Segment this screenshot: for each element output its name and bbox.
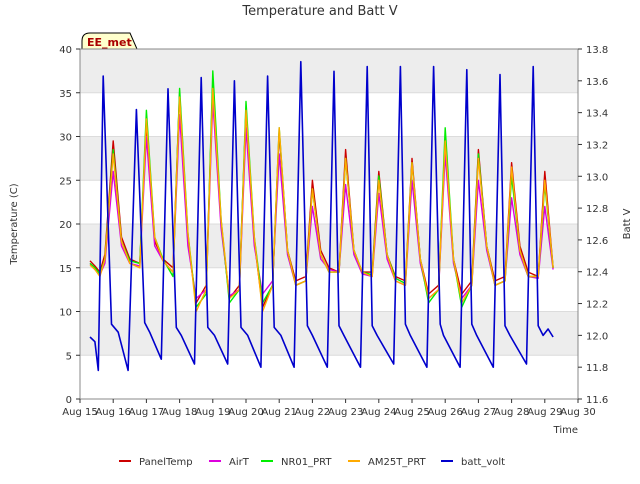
y2-tick-label: 13.2 xyxy=(586,140,608,151)
x-tick-label: Aug 30 xyxy=(560,407,595,418)
series-layer xyxy=(89,60,554,372)
axes: 0 5 10 15 20 25 30 35 40 11.6 11.8 12.0 12.2 12.4 12.6… xyxy=(59,45,608,418)
x-axis-label: Time xyxy=(553,425,578,436)
y2-tick-label: 12.6 xyxy=(586,236,608,247)
y2-tick-label: 12.0 xyxy=(586,331,608,342)
x-tick-label: Aug 25 xyxy=(394,407,429,418)
y2-tick-label: 11.8 xyxy=(586,363,608,374)
y2-tick-label: 13.8 xyxy=(586,45,608,56)
x-tick-label: Aug 16 xyxy=(95,407,130,418)
legend-label-AirT: AirT xyxy=(229,457,250,468)
x-tick-label: Aug 18 xyxy=(162,407,197,418)
x-tick-label: Aug 17 xyxy=(129,407,164,418)
y2-tick-label: 12.8 xyxy=(586,204,608,215)
y-tick-label: 5 xyxy=(66,351,72,362)
y-tick-label: 25 xyxy=(59,176,72,187)
y-tick-label: 40 xyxy=(59,45,72,56)
chart-title: Temperature and Batt V xyxy=(241,4,397,19)
legend-label-AM25T_PRT: AM25T_PRT xyxy=(368,457,427,468)
x-tick-label: Aug 29 xyxy=(527,407,562,418)
background-band xyxy=(80,49,578,93)
y-tick-label: 0 xyxy=(66,395,72,406)
station-label-box: EE_met xyxy=(81,32,138,50)
station-label: EE_met xyxy=(87,36,132,49)
y-tick-label: 35 xyxy=(59,89,72,100)
y-tick-label: 10 xyxy=(59,308,72,319)
y2-tick-label: 13.0 xyxy=(586,172,608,183)
series-line-AM25T_PRT xyxy=(89,87,554,313)
y-tick-label: 20 xyxy=(59,220,72,231)
legend: PanelTemp AirT NR01_PRT AM25T_PRT batt_volt xyxy=(119,457,505,468)
y2-tick-label: 12.4 xyxy=(586,268,608,279)
x-tick-label: Aug 27 xyxy=(461,407,496,418)
background-band xyxy=(80,136,578,181)
y2-tick-label: 13.4 xyxy=(586,109,608,120)
legend-label-batt_volt: batt_volt xyxy=(461,457,505,468)
y2-tick-label: 12.2 xyxy=(586,300,608,311)
x-tick-label: Aug 28 xyxy=(494,407,529,418)
x-tick-label: Aug 20 xyxy=(228,407,263,418)
y2-tick-label: 13.6 xyxy=(586,77,608,88)
x-tick-label: Aug 22 xyxy=(295,407,330,418)
x-tick-label: Aug 21 xyxy=(261,407,296,418)
x-tick-label: Aug 15 xyxy=(62,407,97,418)
x-tick-label: Aug 19 xyxy=(195,407,230,418)
legend-label-NR01_PRT: NR01_PRT xyxy=(281,457,332,468)
x-tick-label: Aug 26 xyxy=(427,407,462,418)
legend-label-PanelTemp: PanelTemp xyxy=(139,457,193,468)
x-tick-label: Aug 24 xyxy=(361,407,396,418)
y-tick-label: 15 xyxy=(59,264,72,275)
y-axis-label: Temperature (C) xyxy=(9,183,20,265)
y2-axis-label: Batt V xyxy=(622,208,633,239)
y-tick-label: 30 xyxy=(59,133,72,144)
y2-tick-label: 11.6 xyxy=(586,395,608,406)
series-line-batt_volt xyxy=(89,60,554,372)
x-tick-label: Aug 23 xyxy=(328,407,363,418)
